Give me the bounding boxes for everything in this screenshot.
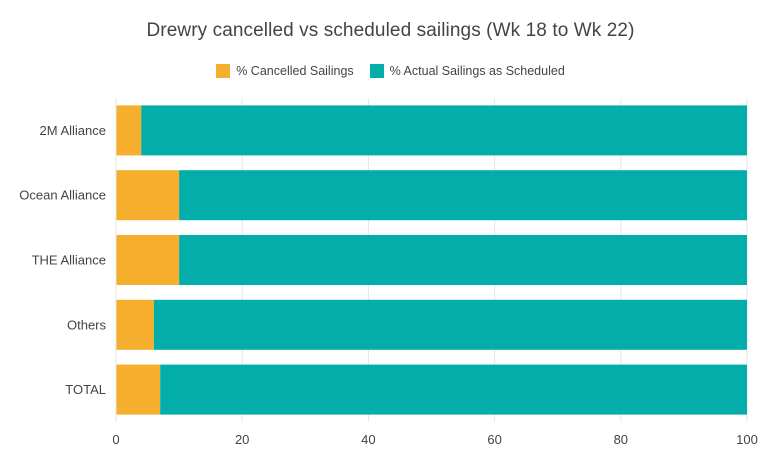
legend-swatch-cancelled (216, 64, 231, 78)
legend-label-scheduled: % Actual Sailings as Scheduled (389, 64, 565, 78)
bars (116, 105, 748, 415)
bar-total-series-0[interactable] (116, 364, 161, 415)
bar-2m-alliance-series-0[interactable] (116, 105, 142, 156)
chart-title: Drewry cancelled vs scheduled sailings (… (146, 20, 635, 41)
x-tick-label: 0 (112, 432, 119, 447)
category-label: Ocean Alliance (19, 188, 106, 203)
bar-others-series-0[interactable] (116, 299, 154, 350)
x-tick-label: 60 (487, 432, 501, 447)
x-tick-label: 100 (736, 432, 758, 447)
legend-item-cancelled[interactable]: % Cancelled Sailings (216, 64, 354, 78)
bar-2m-alliance-series-1[interactable] (141, 105, 748, 156)
category-label: TOTAL (65, 382, 106, 397)
legend-swatch-scheduled (369, 64, 384, 78)
category-label: THE Alliance (32, 253, 106, 268)
x-tick-label: 40 (361, 432, 375, 447)
bar-total-series-1[interactable] (160, 364, 748, 415)
x-tick-label: 20 (235, 432, 249, 447)
bar-ocean-alliance-series-0[interactable] (116, 170, 180, 221)
bar-the-alliance-series-0[interactable] (116, 235, 180, 285)
bar-ocean-alliance-series-1[interactable] (179, 170, 748, 221)
axes: 2M Alliance Ocean Alliance THE Alliance Oth… (19, 98, 758, 447)
category-label: Others (67, 317, 107, 332)
bar-the-alliance-series-1[interactable] (179, 235, 748, 285)
legend: % Cancelled Sailings % Actual Sailings a… (0, 64, 781, 78)
category-label: 2M Alliance (40, 123, 106, 138)
legend-item-scheduled[interactable]: % Actual Sailings as Scheduled (369, 64, 565, 78)
x-tick-label: 80 (614, 432, 628, 447)
legend-label-cancelled: % Cancelled Sailings (236, 64, 354, 78)
bar-others-series-1[interactable] (153, 299, 748, 350)
